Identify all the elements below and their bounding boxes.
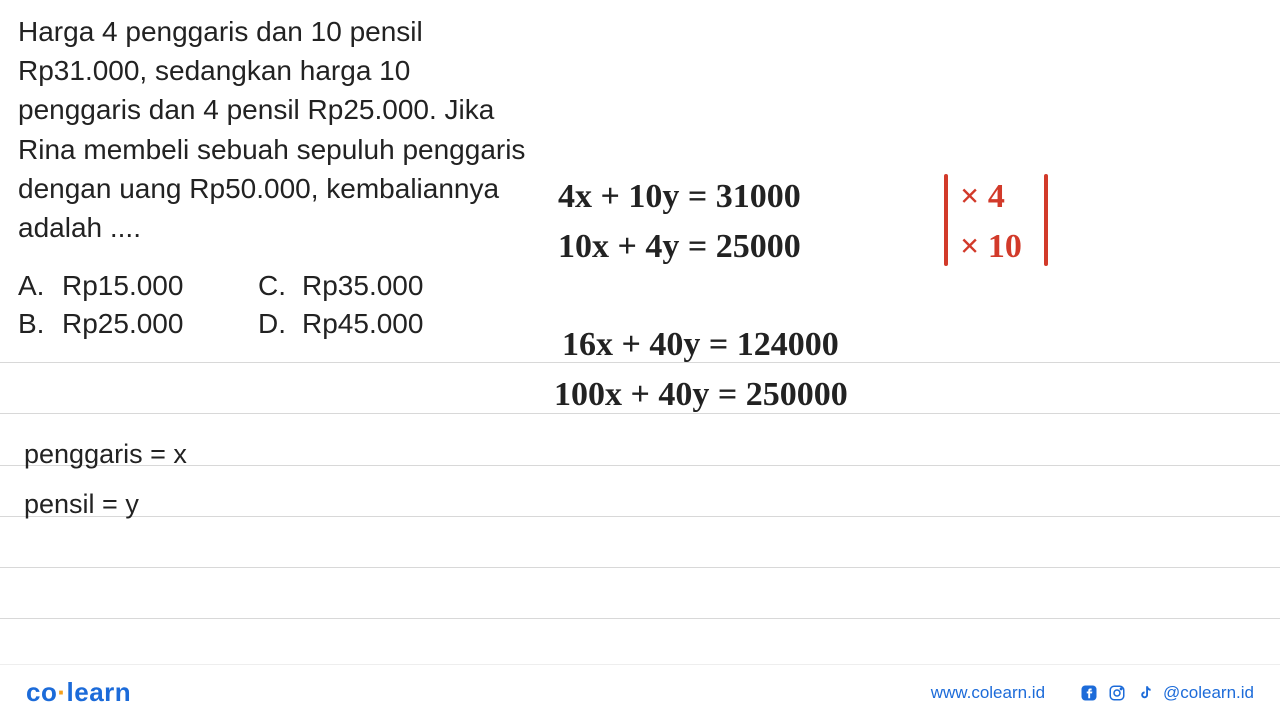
social-icons: @colearn.id (1079, 683, 1254, 703)
option-d: D.Rp45.000 (258, 308, 498, 340)
equation-1: 4x + 10y = 31000 (558, 178, 801, 216)
facebook-icon[interactable] (1079, 683, 1099, 703)
social-handle[interactable]: @colearn.id (1163, 683, 1254, 703)
option-a-value: Rp15.000 (62, 270, 183, 302)
multiplier-1: × 4 (960, 178, 1005, 216)
equation-4: 100x + 40y = 250000 (554, 376, 848, 414)
variable-definitions: penggaris = x pensil = y (24, 430, 187, 530)
var-x: penggaris = x (24, 430, 187, 480)
question-text: Harga 4 penggaris dan 10 pensil Rp31.000… (18, 12, 538, 247)
option-c: C.Rp35.000 (258, 270, 498, 302)
logo-left: co (26, 677, 57, 707)
footer: co·learn www.colearn.id @colearn.id (0, 664, 1280, 720)
ruled-line (0, 516, 1280, 517)
ruled-line (0, 567, 1280, 568)
equation-2: 10x + 4y = 25000 (558, 228, 801, 266)
divider-bar (1044, 174, 1048, 266)
answer-options: A.Rp15.000 C.Rp35.000 B.Rp25.000 D.Rp45.… (18, 270, 498, 340)
multiplier-2: × 10 (960, 228, 1022, 266)
ruled-line (0, 465, 1280, 466)
var-y: pensil = y (24, 480, 187, 530)
option-d-value: Rp45.000 (302, 308, 423, 340)
option-a: A.Rp15.000 (18, 270, 258, 302)
instagram-icon[interactable] (1107, 683, 1127, 703)
option-b: B.Rp25.000 (18, 308, 258, 340)
logo-right: learn (67, 677, 132, 707)
ruled-line (0, 618, 1280, 619)
equation-3: 16x + 40y = 124000 (562, 326, 839, 364)
logo: co·learn (26, 677, 131, 708)
divider-bar (944, 174, 948, 266)
logo-dot: · (57, 677, 66, 707)
tiktok-icon[interactable] (1135, 683, 1155, 703)
option-b-value: Rp25.000 (62, 308, 183, 340)
option-c-value: Rp35.000 (302, 270, 423, 302)
website-url[interactable]: www.colearn.id (931, 683, 1045, 703)
